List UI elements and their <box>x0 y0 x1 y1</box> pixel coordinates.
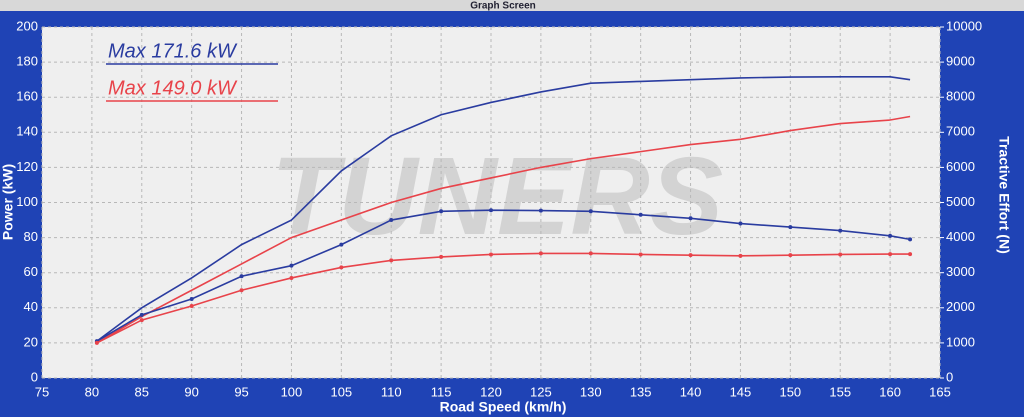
data-point <box>339 265 344 270</box>
data-point <box>139 312 144 317</box>
y2-tick-label: 4000 <box>946 229 975 244</box>
x-tick-label: 100 <box>281 384 303 399</box>
y-tick-label: 200 <box>16 18 38 33</box>
data-point <box>94 340 99 345</box>
data-point <box>289 263 294 268</box>
data-point <box>638 212 643 217</box>
x-tick-label: 110 <box>381 384 402 399</box>
y-tick-label: 140 <box>16 124 38 139</box>
x-tick-label: 165 <box>929 384 951 399</box>
x-tick-label: 115 <box>431 384 452 399</box>
data-point <box>908 237 913 242</box>
y-tick-label: 160 <box>16 89 38 104</box>
data-point <box>838 228 843 233</box>
y-tick-label: 40 <box>24 299 38 314</box>
data-point <box>139 318 144 323</box>
title-bar <box>0 0 1024 11</box>
y2-tick-label: 10000 <box>946 18 982 33</box>
x-axis-title: Road Speed (km/h) <box>440 399 567 415</box>
y2-tick-label: 9000 <box>946 54 975 69</box>
data-point <box>688 216 693 221</box>
data-point <box>738 253 743 258</box>
y2-tick-label: 3000 <box>946 264 975 279</box>
x-tick-label: 80 <box>85 384 99 399</box>
data-point <box>538 208 543 213</box>
data-point <box>339 242 344 247</box>
data-point <box>638 252 643 257</box>
x-tick-label: 145 <box>730 384 752 399</box>
y2-tick-label: 2000 <box>946 299 975 314</box>
y2-axis-title: Tractive Effort (N) <box>996 136 1012 253</box>
annotation: Max 149.0 kW <box>108 77 238 99</box>
watermark: TUNERS <box>271 135 723 258</box>
series-line <box>96 115 911 344</box>
data-point <box>189 297 194 302</box>
y2-tick-label: 1000 <box>946 334 975 349</box>
x-tick-label: 105 <box>330 384 352 399</box>
x-tick-label: 150 <box>779 384 801 399</box>
y-axis-title: Power (kW) <box>0 164 16 240</box>
data-point <box>788 253 793 258</box>
y2-tick-label: 8000 <box>946 89 975 104</box>
data-point <box>489 252 493 257</box>
x-tick-label: 140 <box>680 384 702 399</box>
data-point <box>239 274 244 279</box>
data-point <box>908 252 913 257</box>
series-line <box>96 76 911 342</box>
x-tick-label: 130 <box>580 384 602 399</box>
data-point <box>588 251 593 256</box>
x-tick-label: 125 <box>530 384 552 399</box>
data-point <box>389 258 394 263</box>
x-tick-label: 160 <box>879 384 901 399</box>
data-point <box>738 221 743 226</box>
series-line <box>96 209 911 342</box>
data-point <box>688 253 693 258</box>
x-tick-label: 135 <box>630 384 652 399</box>
data-point <box>289 275 294 280</box>
x-tick-label: 120 <box>480 384 502 399</box>
data-point <box>389 218 394 223</box>
data-point <box>439 209 444 214</box>
data-point <box>888 252 893 257</box>
y-tick-label: 100 <box>16 194 38 209</box>
y2-tick-label: 6000 <box>946 159 975 174</box>
data-point <box>888 233 893 238</box>
x-tick-label: 90 <box>184 384 198 399</box>
y-tick-label: 0 <box>31 369 38 384</box>
data-point <box>588 209 593 214</box>
data-point <box>239 288 244 293</box>
data-point <box>489 208 493 213</box>
window-title: Graph Screen <box>470 1 536 12</box>
y-tick-label: 60 <box>24 264 38 279</box>
y-tick-label: 180 <box>16 54 38 69</box>
x-tick-label: 75 <box>35 384 49 399</box>
y-tick-label: 80 <box>24 229 38 244</box>
y2-tick-label: 7000 <box>946 124 975 139</box>
y2-tick-label: 0 <box>946 369 953 384</box>
data-point <box>788 225 793 230</box>
x-tick-label: 95 <box>234 384 248 399</box>
y2-tick-label: 5000 <box>946 194 975 209</box>
x-tick-label: 155 <box>829 384 851 399</box>
data-point <box>189 304 194 309</box>
data-point <box>439 254 444 259</box>
y-tick-label: 120 <box>16 159 38 174</box>
series-line <box>96 252 911 344</box>
data-point <box>838 252 843 257</box>
annotation: Max 171.6 kW <box>108 40 238 62</box>
x-tick-label: 85 <box>135 384 149 399</box>
y-tick-label: 20 <box>24 334 38 349</box>
data-point <box>538 251 543 256</box>
